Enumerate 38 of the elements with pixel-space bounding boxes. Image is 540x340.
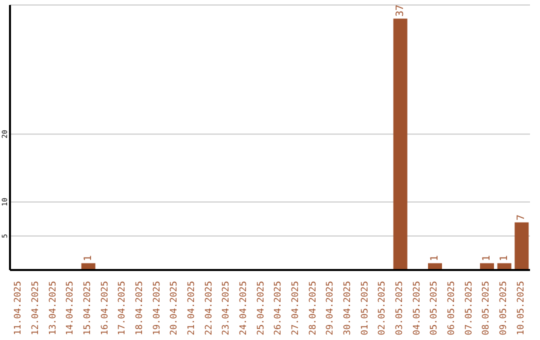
x-tick-label: 13.04.2025 — [48, 281, 58, 336]
x-tick-label: 14.04.2025 — [66, 281, 76, 336]
x-tick-label: 22.04.2025 — [204, 281, 214, 336]
x-tick-label: 05.05.2025 — [430, 281, 440, 336]
x-tick-label: 26.04.2025 — [274, 281, 284, 336]
x-tick-label: 03.05.2025 — [395, 281, 405, 336]
x-tick-label: 25.04.2025 — [256, 281, 266, 336]
data-label: 1 — [482, 255, 492, 262]
bar — [514, 222, 529, 270]
data-label: 1 — [82, 255, 94, 262]
x-tick-label: 30.04.2025 — [343, 281, 353, 336]
x-tick-label: 17.04.2025 — [118, 281, 128, 336]
x-tick-label: 06.05.2025 — [447, 281, 457, 336]
x-tick-label: 12.04.2025 — [31, 281, 41, 336]
x-tick-label: 27.04.2025 — [291, 281, 301, 336]
x-tick-label: 11.04.2025 — [14, 281, 24, 336]
data-label: 1 — [498, 255, 510, 262]
x-tick-label: 10.05.2025 — [516, 281, 526, 336]
x-tick-label: 02.05.2025 — [378, 281, 388, 336]
data-label: 7 — [516, 214, 528, 220]
x-tick-label: 20.04.2025 — [170, 281, 180, 336]
x-tick-label: 16.04.2025 — [100, 281, 110, 336]
x-tick-label: 24.04.2025 — [239, 281, 249, 336]
x-tick-label: 18.04.2025 — [135, 281, 145, 336]
x-tick-label: 21.04.2025 — [187, 281, 197, 336]
x-tick-label: 19.04.2025 — [152, 281, 162, 336]
x-tick-label: 15.04.2025 — [83, 281, 93, 336]
x-tick-label: 28.04.2025 — [308, 281, 318, 336]
x-tick-label: 23.04.2025 — [222, 281, 232, 336]
x-tick-label: 09.05.2025 — [499, 281, 509, 336]
bar — [393, 18, 408, 270]
data-label: 37 — [394, 4, 406, 17]
data-label: 1 — [430, 255, 440, 262]
x-tick-label: 01.05.2025 — [360, 281, 370, 336]
x-tick-label: 29.04.2025 — [326, 281, 336, 336]
x-tick-label: 08.05.2025 — [482, 281, 492, 336]
x-tick-label: 04.05.2025 — [412, 281, 422, 336]
x-tick-label: 07.05.2025 — [464, 281, 474, 336]
